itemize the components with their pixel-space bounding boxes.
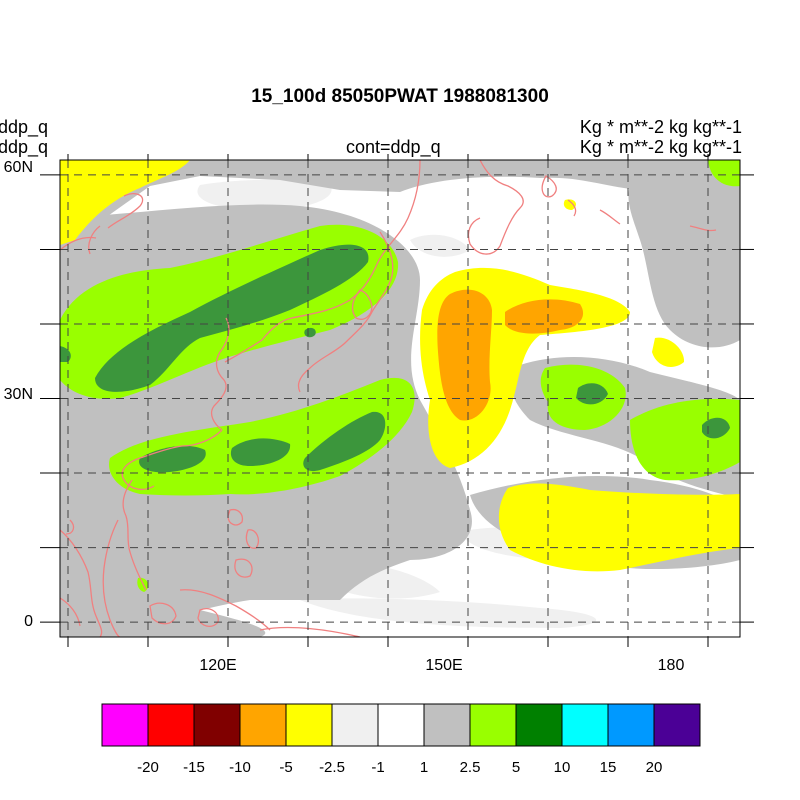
colorbar-label: 10: [554, 759, 571, 776]
colorbar-label: 15: [600, 759, 617, 776]
colorbar-label: -5: [279, 759, 292, 776]
colorbar-swatch: [515, 703, 563, 747]
orange-shading: [437, 289, 584, 421]
colorbar-swatch: [469, 703, 517, 747]
colorbar-labels: -20 -15 -10 -5 -2.5 -1 1 2.5 5 10 15 20: [137, 759, 662, 776]
colorbar-swatch: [193, 703, 241, 747]
lon-label-180: 180: [658, 657, 685, 674]
left-label-1: ddp_q: [0, 117, 49, 137]
dark-green-shading: [60, 244, 730, 473]
colorbar-swatch: [101, 703, 149, 747]
lat-label-60n: 60N: [4, 159, 33, 176]
colorbar-swatch: [377, 703, 425, 747]
colorbar-label: 5: [512, 759, 520, 776]
colorbar-swatch: [331, 703, 379, 747]
colorbar-label: 20: [646, 759, 663, 776]
lon-label-150e: 150E: [425, 657, 462, 674]
colorbar-label: -2.5: [319, 759, 345, 776]
colorbar-label: 1: [420, 759, 428, 776]
center-label: cont=ddp_q: [346, 137, 441, 157]
lon-label-120e: 120E: [199, 657, 236, 674]
lat-label-30n: 30N: [4, 386, 33, 403]
graticule: [60, 160, 740, 637]
units-label-1: Kg * m**-2 kg kg**-1: [579, 117, 742, 137]
colorbar: [101, 703, 701, 747]
colorbar-swatch: [285, 703, 333, 747]
units-label-2: Kg * m**-2 kg kg**-1: [579, 137, 742, 157]
lat-label-equator: 0: [24, 613, 33, 630]
colorbar-swatch: [653, 703, 701, 747]
colorbar-label: -1: [371, 759, 384, 776]
colorbar-swatch: [561, 703, 609, 747]
colorbar-swatch: [607, 703, 655, 747]
colorbar-label: -20: [137, 759, 159, 776]
colorbar-swatch: [423, 703, 471, 747]
coastlines: [60, 160, 717, 637]
plot-title: 15_100d 85050PWAT 1988081300: [251, 86, 549, 107]
colorbar-swatch: [147, 703, 195, 747]
map-plot-area: [60, 160, 740, 637]
axis-ticks: [40, 154, 754, 647]
left-label-2: ddp_q: [0, 137, 49, 157]
colorbar-swatch: [239, 703, 287, 747]
colorbar-label: -10: [229, 759, 251, 776]
colorbar-label: -15: [183, 759, 205, 776]
colorbar-label: 2.5: [460, 759, 481, 776]
